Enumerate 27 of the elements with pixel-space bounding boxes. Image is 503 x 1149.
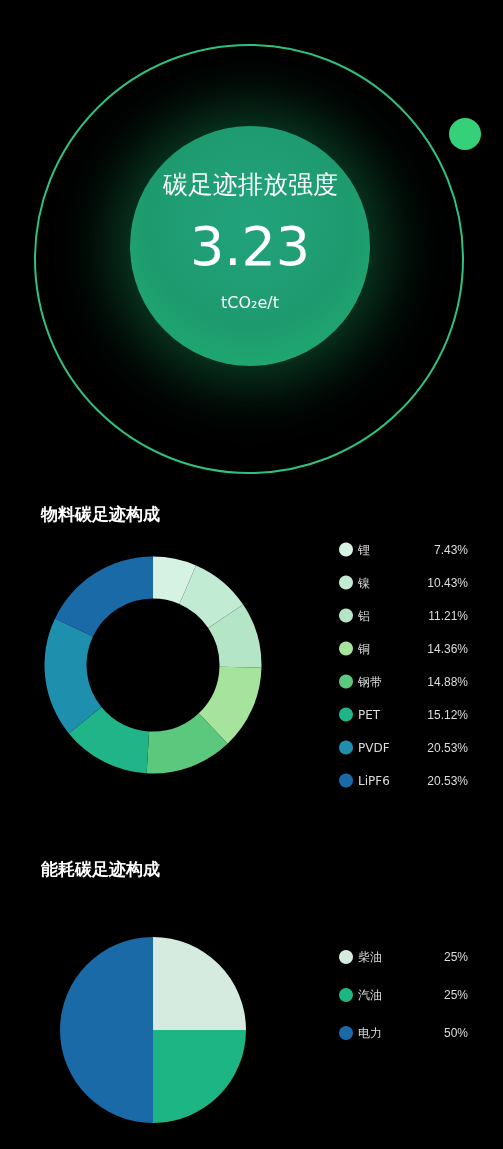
data-label: 14.88% <box>427 674 469 689</box>
legend-label: 柴油 <box>358 950 382 964</box>
data-label: 25% <box>443 950 469 964</box>
data-label: 11.21% <box>428 608 469 623</box>
legend-label: 汽油 <box>358 988 382 1002</box>
data-label: 10.43% <box>427 575 469 590</box>
data-label: 50% <box>443 1026 469 1040</box>
data-label: 20.53% <box>427 773 469 788</box>
legend-label: 铝 <box>357 608 370 623</box>
data-label: 25% <box>443 988 469 1002</box>
data-label: 14.36% <box>427 641 469 656</box>
legend-label: 锂 <box>357 542 370 557</box>
legend-label: PET <box>358 707 381 722</box>
data-label: 15.12% <box>427 707 469 722</box>
text: 碳足迹排放强度 <box>161 169 339 201</box>
chart-title: 物料碳足迹构成 <box>40 503 160 524</box>
chart-title: 能耗碳足迹构成 <box>41 858 160 879</box>
legend-label: 镍 <box>357 575 370 590</box>
data-label: 7.43% <box>433 542 469 557</box>
legend-label: PVDF <box>358 740 390 755</box>
text: tCO₂e/t <box>220 293 280 312</box>
data-label: 20.53% <box>427 740 469 755</box>
legend-label: LiPF6 <box>358 773 390 788</box>
legend-label: 钢带 <box>357 674 382 689</box>
legend-label: 电力 <box>358 1026 382 1040</box>
text: 3.23 <box>188 215 312 278</box>
legend-label: 铜 <box>357 641 370 656</box>
